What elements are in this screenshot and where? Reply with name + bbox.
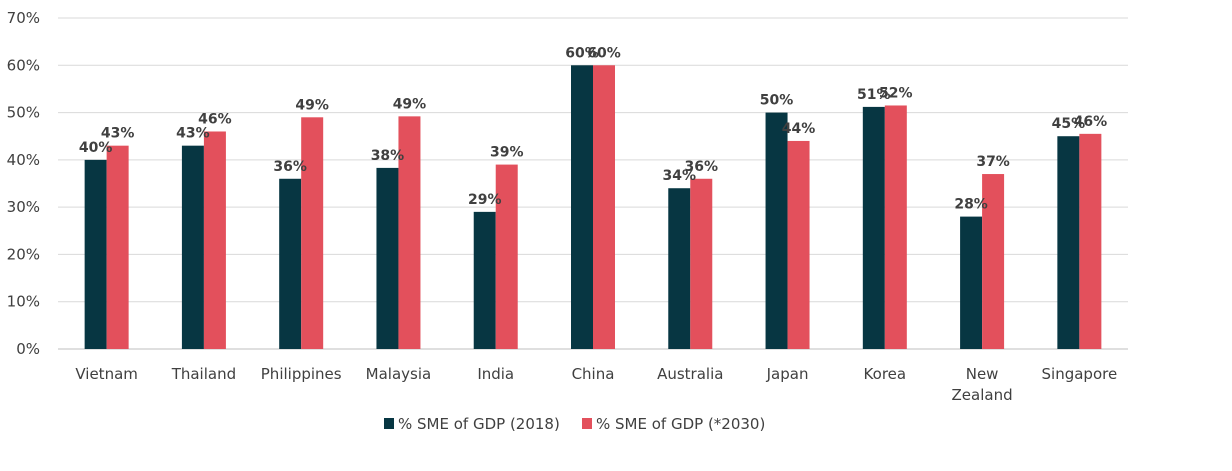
data-label: 43% (101, 126, 135, 142)
x-tick-label: Zealand (952, 386, 1013, 404)
bar (765, 112, 788, 349)
bar (1079, 133, 1102, 349)
data-label: 51% (857, 87, 891, 103)
bar (690, 178, 713, 349)
y-axis-ticks: 0% 10% 20% 30% 40% 50% 60% 70% (7, 9, 40, 358)
data-label: 34% (663, 168, 697, 184)
bar (181, 145, 204, 349)
bar (862, 106, 885, 349)
bar (884, 105, 907, 349)
data-label: 60% (587, 45, 621, 61)
x-tick-label: Vietnam (75, 365, 138, 383)
bar (787, 140, 810, 349)
data-label: 44% (782, 121, 816, 137)
x-tick-label: Malaysia (366, 365, 432, 383)
data-label: 36% (273, 159, 307, 175)
x-tick-label: Korea (864, 365, 907, 383)
x-tick-label: Thailand (171, 365, 236, 383)
x-tick-label: Singapore (1042, 365, 1118, 383)
bar (495, 164, 518, 349)
y-tick-label: 20% (7, 245, 40, 263)
data-label: 52% (879, 85, 913, 101)
data-label: 36% (685, 159, 719, 175)
bar (593, 65, 615, 350)
y-tick-label: 40% (7, 151, 40, 169)
bar (376, 167, 399, 349)
x-tick-label: Philippines (261, 365, 342, 383)
data-label: 37% (976, 154, 1010, 170)
y-tick-label: 10% (7, 293, 40, 311)
legend-label: % SME of GDP (2018) (398, 415, 560, 433)
legend: % SME of GDP (2018) % SME of GDP (*2030) (384, 415, 765, 433)
x-tick-label: India (477, 365, 514, 383)
bars (84, 65, 1102, 350)
legend-swatch (582, 418, 592, 429)
y-tick-label: 50% (7, 104, 40, 122)
bar (1057, 136, 1080, 349)
bar (571, 65, 593, 350)
data-label: 43% (176, 126, 210, 142)
x-tick-label: China (572, 365, 615, 383)
bar (279, 178, 302, 349)
data-label: 49% (393, 96, 427, 112)
data-labels: 40%43% 43%46%36%49%38%49%29%39%60%60%34%3… (79, 45, 1107, 212)
bar (84, 159, 107, 349)
y-tick-label: 70% (7, 9, 40, 27)
data-label: 40% (79, 140, 113, 156)
data-label: 60% (565, 45, 599, 61)
data-label: 45% (1052, 116, 1086, 132)
x-axis-categories: Vietnam Thailand Philippines Malaysia India C… (75, 365, 1117, 404)
data-label: 46% (1074, 114, 1108, 130)
data-label: 39% (490, 145, 524, 161)
x-tick-label: Japan (766, 365, 809, 383)
bar (106, 145, 129, 349)
bar (982, 174, 1005, 349)
legend-swatch (384, 418, 394, 429)
bar (473, 211, 496, 349)
bar (301, 117, 324, 349)
legend-label: % SME of GDP (*2030) (596, 415, 765, 433)
data-label: 46% (198, 111, 232, 127)
bar (960, 216, 983, 349)
bar (398, 116, 421, 350)
bar (668, 188, 691, 349)
data-label: 28% (954, 197, 988, 213)
x-tick-label: Australia (657, 365, 723, 383)
y-tick-label: 60% (7, 56, 40, 74)
bar (203, 131, 226, 349)
data-label: 50% (760, 93, 794, 109)
data-label: 38% (371, 148, 405, 164)
y-tick-label: 30% (7, 198, 40, 216)
data-label: 49% (295, 97, 329, 113)
y-tick-label: 0% (16, 340, 40, 358)
x-tick-label: New (966, 365, 999, 383)
data-label: 29% (468, 192, 502, 208)
